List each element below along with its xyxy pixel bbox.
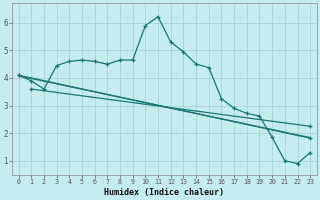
X-axis label: Humidex (Indice chaleur): Humidex (Indice chaleur)	[104, 188, 224, 197]
